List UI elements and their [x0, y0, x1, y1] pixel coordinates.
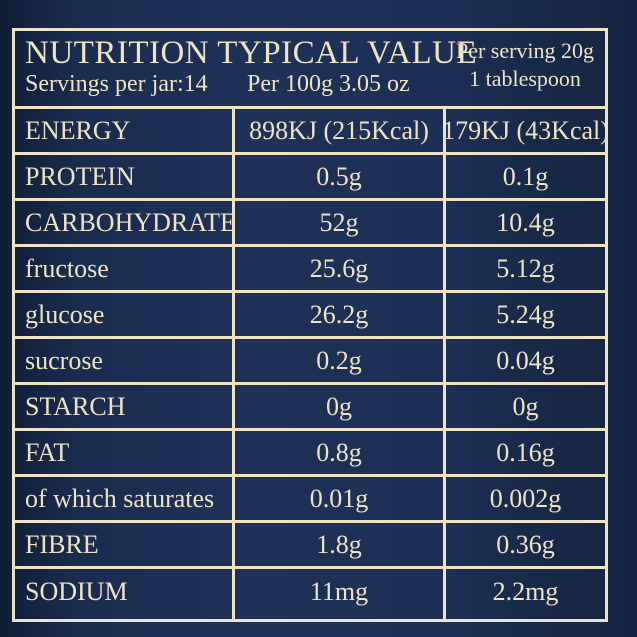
row-fibre: FIBRE 1.8g 0.36g — [15, 523, 605, 569]
value-per-serving: 0.16g — [496, 437, 555, 467]
value-per-100g: 0.5g — [316, 161, 362, 191]
value-per-100g: 11mg — [309, 577, 369, 606]
value-per-serving: 179KJ (43Kcal) — [442, 115, 609, 145]
nutrient-name: FAT — [25, 437, 70, 467]
nutrient-name: sucrose — [25, 345, 103, 375]
value-per-100g: 0.2g — [316, 345, 362, 375]
row-glucose: glucose 26.2g 5.24g — [15, 293, 605, 339]
column-divider-2 — [443, 109, 446, 619]
value-per-100g: 26.2g — [309, 299, 369, 329]
nutrition-header: NUTRITION TYPICAL VALUE Servings per jar… — [15, 31, 605, 109]
value-per-serving: 5.12g — [496, 253, 555, 283]
nutrient-name: glucose — [25, 299, 105, 329]
value-per-serving: 0.36g — [496, 529, 555, 559]
value-per-100g: 898KJ (215Kcal) — [249, 115, 429, 145]
per-serving-line-2: 1 tablespoon — [469, 66, 581, 91]
column-divider-1 — [232, 109, 235, 619]
row-fructose: fructose 25.6g 5.12g — [15, 247, 605, 293]
nutrient-name: ENERGY — [25, 115, 131, 145]
value-per-serving: 0.04g — [496, 345, 555, 375]
row-sodium: SODIUM 11mg 2.2mg — [15, 569, 605, 615]
value-per-100g: 1.8g — [316, 529, 362, 559]
nutrient-name: fructose — [25, 253, 109, 283]
row-starch: STARCH 0g 0g — [15, 385, 605, 431]
value-per-100g: 0g — [326, 391, 352, 421]
nutrition-table: NUTRITION TYPICAL VALUE Servings per jar… — [12, 28, 609, 622]
value-per-100g: 25.6g — [309, 253, 369, 283]
row-saturates: of which saturates 0.01g 0.002g — [15, 477, 605, 523]
nutrient-name: STARCH — [25, 391, 126, 421]
per-100g-heading: Per 100g 3.05 oz — [247, 71, 410, 97]
value-per-serving: 0.002g — [489, 483, 562, 513]
row-energy: ENERGY 898KJ (215Kcal) 179KJ (43Kcal) — [15, 109, 609, 155]
per-serving-line-1: Per serving 20g — [455, 38, 595, 63]
value-per-serving: 10.4g — [496, 207, 555, 237]
value-per-100g: 52g — [319, 207, 359, 237]
value-per-100g: 0.8g — [316, 437, 362, 467]
nutrient-name: FIBRE — [25, 529, 99, 559]
nutrient-name: PROTEIN — [25, 161, 135, 191]
servings-per-jar: Servings per jar:14 — [25, 71, 208, 97]
nutrient-name: CARBOHYDRATE — [25, 207, 236, 237]
nutrient-name: of which saturates — [25, 483, 215, 513]
nutrient-rows: ENERGY 898KJ (215Kcal) 179KJ (43Kcal) PR… — [15, 109, 609, 615]
nutrition-title: NUTRITION TYPICAL VALUE — [25, 35, 478, 71]
value-per-serving: 0.1g — [502, 161, 549, 191]
value-per-serving: 5.24g — [496, 299, 555, 329]
per-serving-heading: Per serving 20g 1 tablespoon — [455, 37, 595, 93]
row-carbohydrate: CARBOHYDRATE 52g 10.4g — [15, 201, 605, 247]
row-sucrose: sucrose 0.2g 0.04g — [15, 339, 605, 385]
nutrient-name: SODIUM — [25, 577, 128, 606]
row-protein: PROTEIN 0.5g 0.1g — [15, 155, 605, 201]
value-per-100g: 0.01g — [309, 483, 369, 513]
value-per-serving: 2.2mg — [492, 577, 559, 606]
row-fat: FAT 0.8g 0.16g — [15, 431, 605, 477]
value-per-serving: 0g — [512, 391, 539, 421]
